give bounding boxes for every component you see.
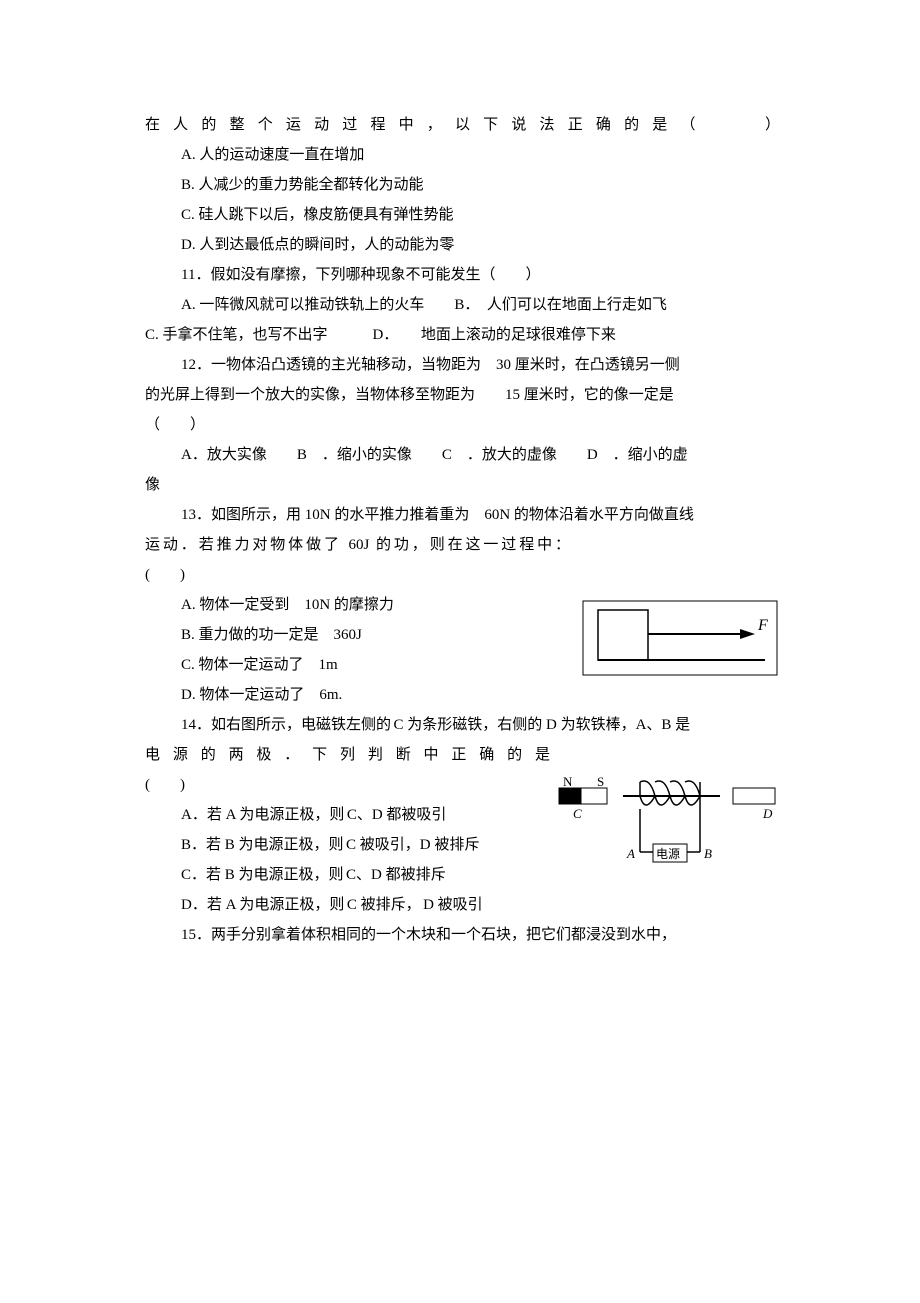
q10-option-a: A. 人的运动速度一直在增加 [145,140,780,170]
question-14: 14．如右图所示，电磁铁左侧的 C 为条形磁铁，右侧的 D 为软铁棒，A、B 是… [145,710,780,920]
svg-text:D: D [762,806,773,821]
q10-option-d: D. 人到达最低点的瞬间时，人的动能为零 [145,230,780,260]
q12-stem2: 的光屏上得到一个放大的实像，当物体移至物距为 15 厘米时，它的像一定是 [145,380,780,410]
q13-stem2: 运动．若推力对物体做了 60J 的功，则在这一过程中： [145,530,780,560]
q14-stem1: 14．如右图所示，电磁铁左侧的 C 为条形磁铁，右侧的 D 为软铁棒，A、B 是 [145,710,780,740]
q11-line1: A. 一阵微风就可以推动铁轨上的火车 B． 人们可以在地面上行走如飞 [145,290,780,320]
question-11: 11．假如没有摩擦，下列哪种现象不可能发生（ ） A. 一阵微风就可以推动铁轨上… [145,260,780,350]
question-13: 13．如图所示，用 10N 的水平推力推着重为 60N 的物体沿着水平方向做直线… [145,500,780,710]
q10-stem: 在人的整个运动过程中，以下说法正确的是（ ） [145,110,780,140]
svg-text:N: N [563,774,573,789]
q12-opts: A．放大实像 B ．缩小的实像 C ．放大的虚像 D ．缩小的虚 [145,440,780,470]
q14-figure: N S C D 电源 A B [555,774,780,895]
q13-stem1: 13．如图所示，用 10N 的水平推力推着重为 60N 的物体沿着水平方向做直线 [145,500,780,530]
svg-text:B: B [704,846,712,861]
q13-figure: F [580,598,780,689]
svg-text:电源: 电源 [656,847,680,861]
q10-option-b: B. 人减少的重力势能全都转化为动能 [145,170,780,200]
svg-text:S: S [597,774,604,789]
q14-stem2: 电源的两极．下列判断中正确的是 [145,740,780,770]
q12-opts2: 像 [145,470,780,500]
question-10: 在人的整个运动过程中，以下说法正确的是（ ） A. 人的运动速度一直在增加 B.… [145,110,780,260]
question-12: 12．一物体沿凸透镜的主光轴移动，当物距为 30 厘米时，在凸透镜另一侧 的光屏… [145,350,780,500]
q12-stem3: （ ） [145,410,780,440]
q12-stem1: 12．一物体沿凸透镜的主光轴移动，当物距为 30 厘米时，在凸透镜另一侧 [145,350,780,380]
q10-option-c: C. 硅人跳下以后，橡皮筋便具有弹性势能 [145,200,780,230]
svg-text:A: A [626,846,635,861]
q11-stem: 11．假如没有摩擦，下列哪种现象不可能发生（ ） [145,260,780,290]
force-label-icon: F [757,617,768,634]
q11-line2: C. 手拿不住笔，也写不出字 D． 地面上滚动的足球很难停下来 [145,320,780,350]
question-15: 15．两手分别拿着体积相同的一个木块和一个石块，把它们都浸没到水中， [145,920,780,950]
svg-text:C: C [573,806,582,821]
q13-stem3: ( ) [145,560,780,590]
q15-stem: 15．两手分别拿着体积相同的一个木块和一个石块，把它们都浸没到水中， [145,920,780,950]
